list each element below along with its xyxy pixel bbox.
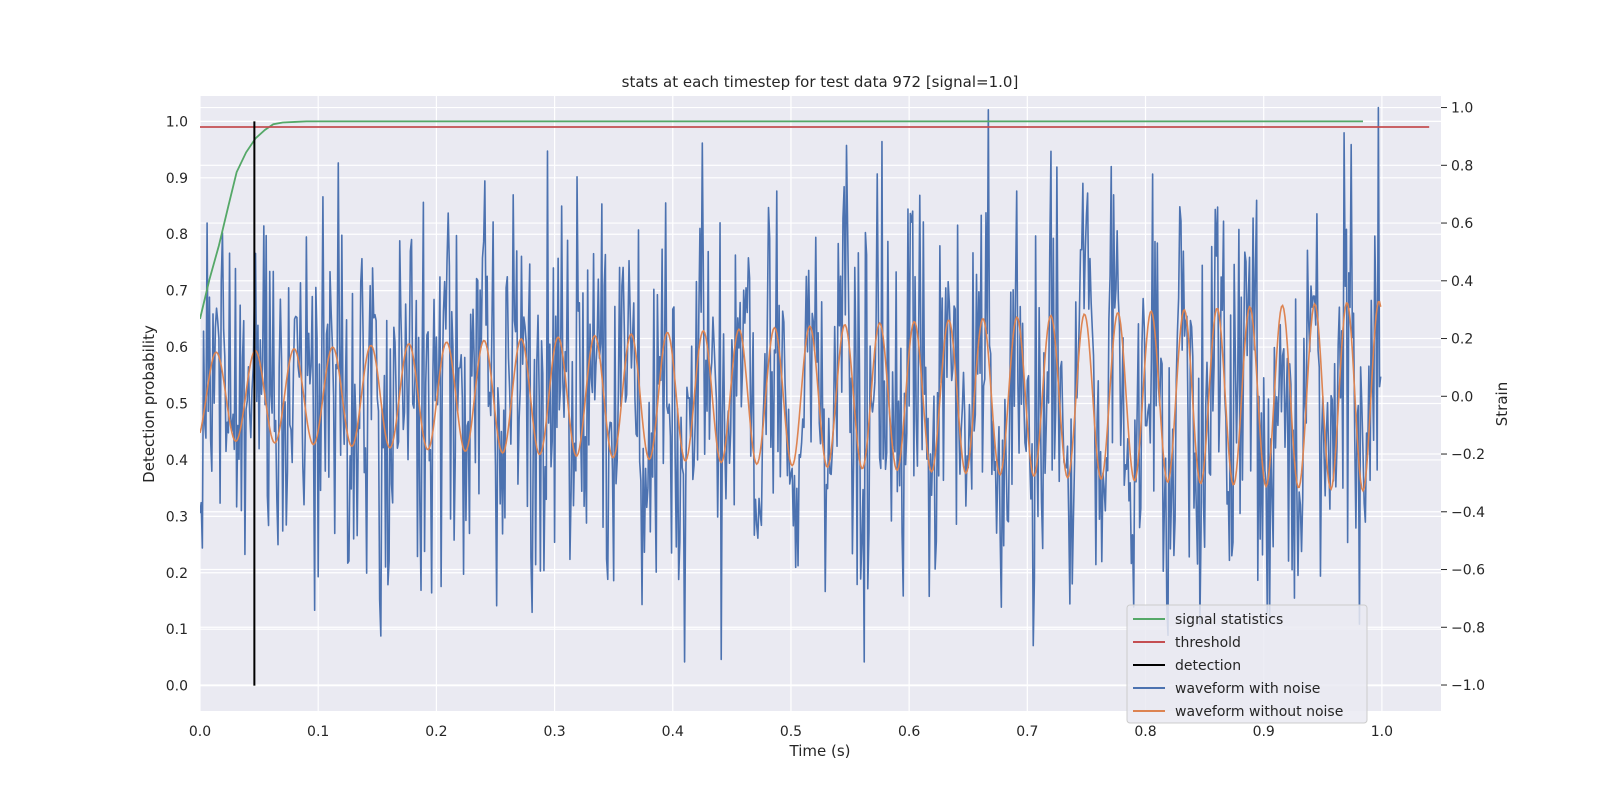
chart-title: stats at each timestep for test data 972…	[622, 73, 1019, 91]
y2-axis-label: Strain	[1493, 382, 1511, 426]
y2-tick-label: 0.4	[1451, 274, 1473, 290]
x-tick-label: 0.8	[1134, 724, 1156, 740]
y2-tick-label: −0.2	[1451, 447, 1485, 463]
x-tick-label: 0.6	[898, 724, 920, 740]
y-tick-label: 0.3	[166, 509, 188, 525]
legend-label: waveform without noise	[1175, 704, 1343, 720]
y-tick-label: 0.0	[166, 679, 188, 695]
y-tick-label: 0.2	[166, 566, 188, 582]
legend-label: detection	[1175, 658, 1241, 674]
x-tick-label: 0.3	[543, 724, 565, 740]
tick-labels: 0.0 0.1 0.2 0.3 0.4 0.5 0.6 0.7 0.8 0.9 1.0 0.0 0.1 0…	[166, 101, 1485, 740]
x-tick-label: 0.2	[425, 724, 447, 740]
x-axis-label: Time (s)	[789, 742, 851, 760]
signal-statistics-line	[200, 120, 1363, 320]
x-tick-label: 0.1	[307, 724, 329, 740]
x-tick-label: 0.0	[189, 724, 211, 740]
y-tick-label: 0.6	[166, 340, 188, 356]
y2-tick-label: −0.8	[1451, 620, 1485, 636]
y-tick-label: 0.8	[166, 227, 188, 243]
y2-tick-label: −0.6	[1451, 563, 1485, 579]
legend-label: signal statistics	[1175, 612, 1283, 628]
y-axis-label: Detection probability	[140, 325, 158, 483]
y-tick-label: 0.1	[166, 622, 188, 638]
y-tick-label: 0.7	[166, 284, 188, 300]
x-tick-label: 0.7	[1016, 724, 1038, 740]
series-layer	[200, 106, 1430, 686]
y2-tick-label: 0.2	[1451, 332, 1473, 348]
y2-tick-label: −0.4	[1451, 505, 1485, 521]
y2-tick-label: 0.8	[1451, 158, 1473, 174]
y2-tick-label: 0.6	[1451, 216, 1473, 232]
y-tick-label: 0.4	[166, 453, 188, 469]
legend-box	[1126, 604, 1368, 724]
legend: signal statistics threshold detection wavef…	[1126, 604, 1368, 724]
y2-tick-label: 0.0	[1451, 389, 1473, 405]
x-tick-label: 0.4	[662, 724, 684, 740]
waveform-without-noise-line	[200, 300, 1382, 493]
legend-label: threshold	[1175, 635, 1241, 651]
x-tick-label: 1.0	[1371, 724, 1393, 740]
y-tick-label: 0.5	[166, 397, 188, 413]
y2-tick-label: −1.0	[1451, 678, 1485, 694]
x-tick-label: 0.9	[1253, 724, 1275, 740]
x-tick-label: 0.5	[780, 724, 802, 740]
y2-tick-label: 1.0	[1451, 101, 1473, 117]
legend-label: waveform with noise	[1175, 681, 1320, 697]
y-tick-label: 0.9	[166, 171, 188, 187]
y-tick-label: 1.0	[166, 114, 188, 130]
